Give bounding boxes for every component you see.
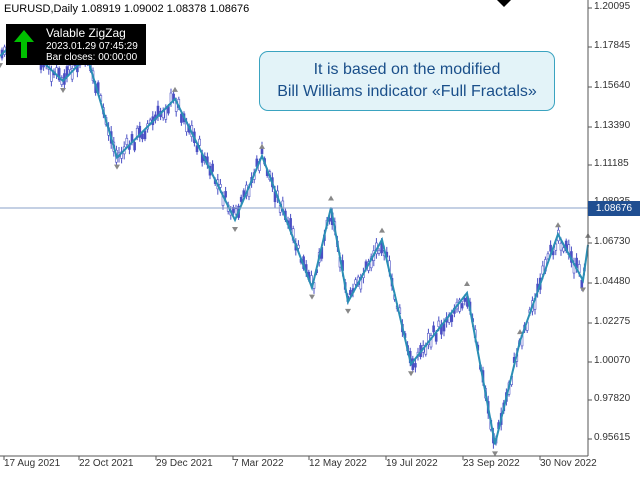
fractal-marker — [379, 227, 385, 233]
price-label: 0.97820 — [594, 393, 631, 404]
callout-line-2: Bill Williams indicator «Full Fractals» — [277, 83, 537, 100]
price-label: 0.95615 — [594, 432, 631, 443]
candle-body — [562, 247, 565, 252]
candle-body — [198, 138, 201, 146]
candle-body — [143, 130, 147, 140]
up-arrow-icon — [14, 30, 34, 58]
fractal-marker — [60, 88, 66, 94]
candle-body — [138, 125, 142, 138]
candle-body — [427, 332, 430, 345]
date-label: 29 Dec 2021 — [156, 458, 213, 469]
fractal-marker — [555, 222, 561, 228]
current-price-label: 1.08676 — [588, 201, 640, 216]
candle-body — [239, 196, 243, 202]
bar-closes-countdown: Bar closes: 00:00:00 — [46, 52, 138, 63]
price-label: 1.11185 — [594, 158, 629, 169]
candle-body — [377, 249, 381, 254]
candle-body — [133, 142, 136, 151]
candle-body — [195, 145, 199, 153]
fractal-marker — [114, 164, 120, 170]
candle-body — [554, 243, 558, 251]
candle-body — [234, 208, 238, 215]
candle-body — [414, 363, 417, 368]
axis-ticks — [3, 7, 592, 460]
candle-body — [125, 137, 129, 145]
fractal-marker — [0, 63, 3, 69]
indicator-title: Valable ZigZag — [46, 26, 126, 40]
candle-body — [460, 303, 464, 309]
price-label: 1.06730 — [594, 236, 631, 247]
candle-body — [219, 184, 222, 188]
fractal-marker — [345, 308, 351, 314]
fractal-marker — [464, 281, 470, 287]
candle-body — [450, 314, 454, 322]
price-label: 1.04480 — [594, 276, 631, 287]
date-label: 7 Mar 2022 — [233, 458, 284, 469]
fractal-marker — [517, 329, 523, 335]
date-label: 19 Jul 2022 — [386, 458, 438, 469]
candle-body — [141, 133, 144, 140]
candle-body — [349, 290, 352, 296]
candle-body — [211, 163, 214, 172]
fractal-marker — [172, 86, 178, 92]
date-label: 12 May 2022 — [309, 458, 367, 469]
date-label: 23 Sep 2022 — [463, 458, 520, 469]
candle-body — [224, 191, 227, 198]
symbol-info: EURUSD,Daily 1.08919 1.09002 1.08378 1.0… — [4, 3, 250, 15]
candle-body — [458, 299, 461, 312]
candle-body — [232, 207, 235, 213]
candle-body — [463, 297, 467, 302]
candle-body — [546, 253, 550, 260]
fractal-marker — [492, 451, 498, 457]
candle-body — [549, 244, 552, 252]
indicator-panel: Valable ZigZag 2023.01.29 07:45:29 Bar c… — [6, 24, 146, 65]
indicator-timestamp: 2023.01.29 07:45:29 — [46, 41, 138, 52]
candle-body — [437, 320, 441, 327]
price-label: 1.20095 — [594, 1, 631, 12]
fractal-marker — [408, 371, 414, 377]
shift-marker-icon[interactable] — [497, 0, 511, 7]
fractal-marker — [309, 294, 315, 300]
price-label: 1.15640 — [594, 80, 631, 91]
price-label: 1.13390 — [594, 120, 631, 131]
date-label: 17 Aug 2021 — [4, 458, 61, 469]
candle-body — [68, 65, 71, 71]
description-callout: It is based on the modified Bill William… — [259, 51, 555, 111]
price-label: 1.17845 — [594, 40, 631, 51]
fractal-marker — [232, 226, 238, 232]
price-label: 1.02275 — [594, 316, 631, 327]
candle-body — [432, 325, 435, 333]
candle-body — [354, 279, 357, 285]
date-label: 22 Oct 2021 — [79, 458, 134, 469]
date-label: 30 Nov 2022 — [540, 458, 597, 469]
price-label: 1.00070 — [594, 355, 631, 366]
candle-body — [50, 70, 53, 82]
candle-body — [559, 242, 563, 251]
callout-line-1: It is based on the modified — [313, 61, 501, 78]
fractal-marker — [259, 143, 265, 149]
fractal-marker — [328, 195, 334, 201]
candle-body — [57, 68, 61, 81]
fractal-marker — [580, 287, 586, 293]
